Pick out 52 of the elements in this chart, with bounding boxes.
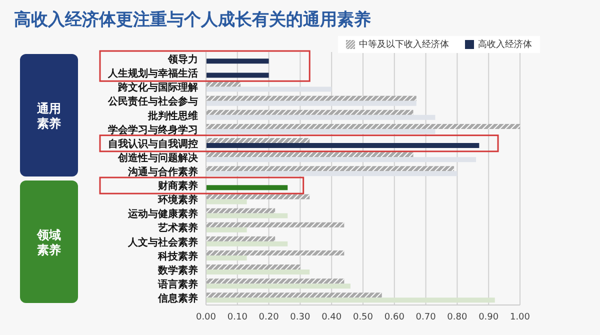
bar [206,227,247,232]
x-tick-label: 0.80 [447,312,468,322]
bar [206,72,269,78]
y-tick-label: 批判性思维 [147,110,198,122]
bar [206,114,436,120]
bar [206,86,332,92]
x-tick-label: 0.40 [322,312,342,322]
y-tick-label: 环境素养 [157,194,198,206]
x-tick-label: 0.50 [352,312,374,322]
bar [206,157,476,162]
y-tick-label: 运动与健康素养 [127,208,198,220]
y-tick-label: 艺术素养 [157,222,198,234]
bar [206,298,495,303]
bar [206,284,350,289]
bar [206,171,458,176]
y-tick-label: 人生规划与幸福生活 [107,68,198,80]
x-tick-label: 0.90 [478,312,499,322]
bar [206,255,247,260]
x-tick-label: 0.30 [290,312,310,322]
y-tick-label: 财商素养 [157,180,198,192]
bar [206,128,436,134]
chart-title: 高收入经济体更注重与个人成长有关的通用素养 [14,9,371,31]
y-tick-label: 自我认识与自我调控 [108,138,198,150]
text: 通用素养 [36,101,61,130]
y-tick-label: 数学素养 [157,264,198,276]
y-tick-label: 创造性与问题解决 [117,152,199,164]
x-tick-label: 0.60 [384,312,405,322]
bar [206,143,480,148]
y-tick-label: 跨文化与国际理解 [117,82,198,94]
bar [206,213,288,218]
y-tick-label: 沟通与合作素养 [127,166,198,178]
x-tick-label: 0.10 [227,312,248,322]
bar [206,241,288,246]
x-tick-label: 0.20 [258,312,280,322]
x-tick-label: 0.00 [196,312,216,322]
bar [206,270,310,275]
x-tick-label: 0.70 [416,312,436,322]
text: 领域素养 [36,228,61,257]
bar [206,185,288,190]
x-tick-label: 1.00 [510,312,530,322]
legend-label: 高收入经济体 [477,38,532,51]
y-tick-label: 语言素养 [157,278,198,290]
bar [206,58,269,64]
y-tick-label: 信息素养 [157,292,198,305]
bar [206,199,247,204]
bar [206,100,416,106]
y-tick-label: 人文与社会素养 [127,236,198,248]
y-tick-label: 领导力 [167,54,198,66]
y-tick-label: 科技素养 [157,250,198,262]
y-tick-label: 学会学习与终身学习 [108,124,198,136]
y-tick-label: 公民责任与社会参与 [107,96,198,108]
legend-label: 中等及以下收入经济体 [358,38,449,51]
